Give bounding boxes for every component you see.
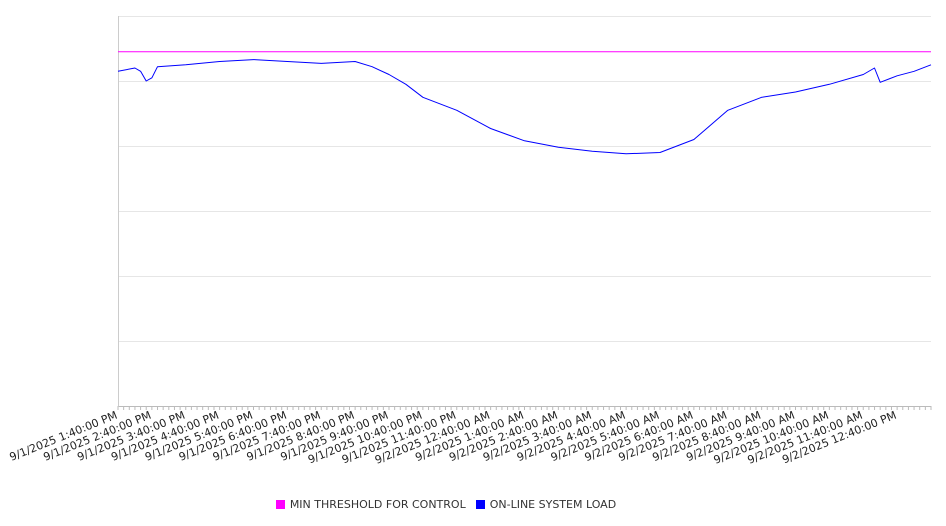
legend-label-load: ON-LINE SYSTEM LOAD (489, 498, 617, 511)
x-axis-ticks (117, 406, 932, 410)
legend-swatch-threshold (275, 500, 285, 509)
legend-item-load[interactable]: ON-LINE SYSTEM LOAD (475, 498, 617, 511)
system-load-line (117, 59, 932, 155)
legend: MIN THRESHOLD FOR CONTROL ON-LINE SYSTEM… (0, 498, 892, 511)
legend-label-threshold: MIN THRESHOLD FOR CONTROL (289, 498, 466, 511)
gridlines (118, 16, 931, 407)
x-axis-tick-labels: 9/1/2025 1:40:00 PM9/1/2025 2:40:00 PM9/… (8, 409, 899, 467)
legend-swatch-load (475, 500, 485, 509)
series-lines (117, 51, 932, 155)
legend-item-threshold[interactable]: MIN THRESHOLD FOR CONTROL (275, 498, 466, 511)
